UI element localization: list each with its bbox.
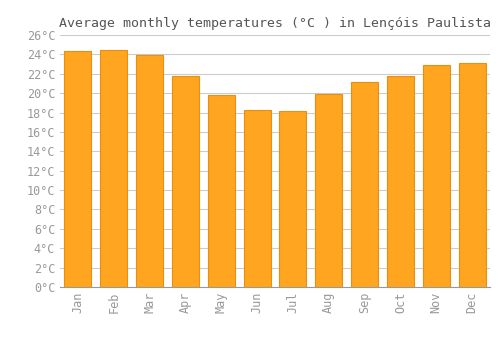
- Bar: [208, 95, 234, 287]
- Bar: [423, 65, 450, 287]
- Bar: [244, 110, 270, 287]
- Bar: [172, 76, 199, 287]
- Bar: [100, 50, 127, 287]
- Bar: [280, 111, 306, 287]
- Bar: [316, 94, 342, 287]
- Bar: [458, 63, 485, 287]
- Title: Average monthly temperatures (°C ) in Lençóis Paulista: Average monthly temperatures (°C ) in Le…: [59, 17, 491, 30]
- Bar: [136, 55, 163, 287]
- Bar: [387, 76, 414, 287]
- Bar: [64, 51, 92, 287]
- Bar: [351, 83, 378, 287]
